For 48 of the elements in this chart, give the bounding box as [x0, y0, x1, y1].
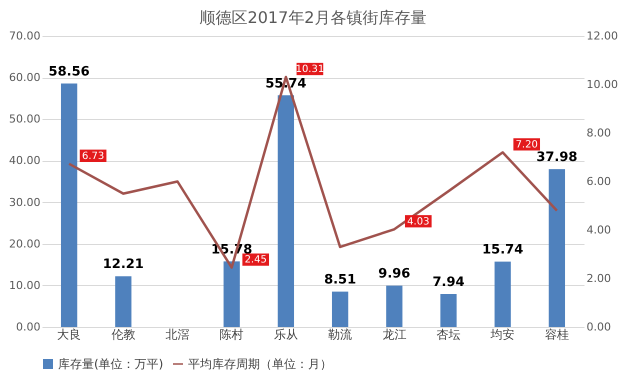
data-label: 8.51: [324, 272, 356, 288]
x-tick-label: 陈村: [220, 328, 244, 342]
chart-title: 顺德区2017年2月各镇街库存量: [200, 8, 426, 27]
data-label: 2.45: [244, 254, 267, 266]
y-tick-label: 70.00: [9, 30, 40, 42]
bar: [440, 294, 457, 327]
bar: [278, 95, 294, 327]
x-tick-label: 杏坛: [436, 328, 460, 342]
data-label: 7.20: [516, 139, 538, 150]
data-label: 7.94: [432, 274, 465, 290]
y-tick-label: 60.00: [9, 71, 40, 84]
bar: [386, 286, 402, 327]
x-tick-label: 北滘: [166, 328, 190, 342]
data-label: 6.73: [82, 150, 104, 162]
x-tick-label: 乐从: [274, 328, 298, 342]
y2-tick-label: 4.00: [586, 224, 611, 236]
y2-tick-label: 8.00: [586, 126, 611, 140]
y-tick-label: 30.00: [9, 196, 40, 209]
y2-tick-label: 0.00: [586, 320, 611, 334]
legend-label: 库存量(单位：万平): [58, 357, 164, 371]
y2-tick-label: 6.00: [586, 175, 611, 188]
y-tick-label: 10.00: [9, 278, 40, 292]
y-tick-label: 50.00: [9, 112, 40, 126]
data-label: 15.74: [482, 242, 524, 258]
bar: [548, 169, 566, 327]
bar: [115, 276, 132, 327]
x-tick-label: 均安: [490, 328, 515, 342]
data-label: 58.56: [48, 64, 90, 80]
x-tick-label: 勒流: [328, 328, 352, 342]
data-label: 37.98: [536, 150, 578, 166]
data-label: 4.03: [407, 216, 430, 228]
data-label: 12.21: [102, 257, 144, 272]
legend-label: 平均库存周期（单位：月）: [188, 357, 332, 371]
data-label: 9.96: [378, 266, 410, 282]
x-tick-label: 龙江: [382, 328, 406, 342]
y2-tick-label: 2.00: [586, 272, 611, 285]
bar: [494, 262, 511, 327]
y-tick-label: 40.00: [9, 154, 40, 168]
bar: [332, 292, 348, 327]
x-tick-label: 大良: [57, 328, 82, 342]
y-tick-label: 0.00: [16, 320, 40, 334]
y2-tick-label: 10.00: [586, 78, 618, 91]
bar: [224, 261, 240, 327]
y2-tick-label: 12.00: [586, 30, 618, 42]
x-tick-label: 伦教: [111, 328, 136, 342]
y-tick-label: 20.00: [9, 237, 40, 250]
x-tick-label: 容桂: [544, 328, 569, 342]
bar: [60, 84, 78, 327]
